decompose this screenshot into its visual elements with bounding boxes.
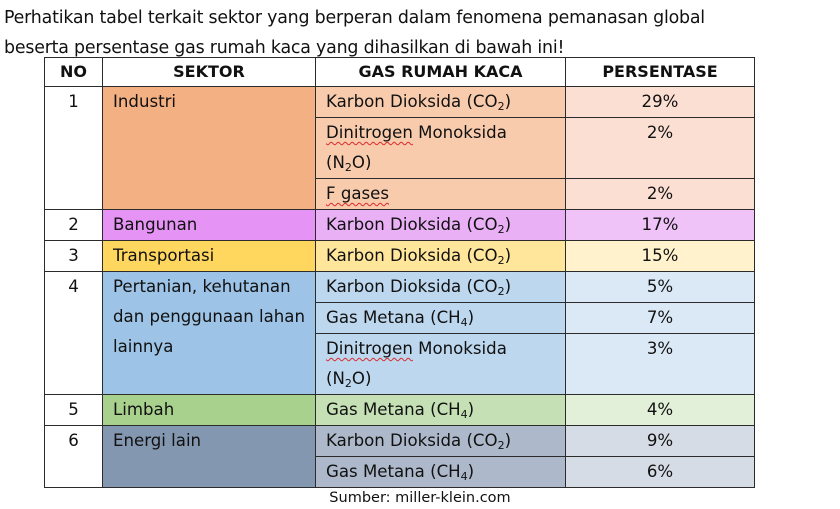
gas-name-tail: O) [351,153,372,172]
gas-subscript: 4 [460,470,468,483]
gas-cell: Karbon Dioksida (CO2) [315,209,566,241]
table-row: 6 Energi lain Karbon Dioksida (CO2) 9% [44,425,755,488]
sector-cell: Energi lain [102,425,316,488]
table-row: 1 Industri Karbon Dioksida (CO2) 29% [44,86,755,210]
gas-cell: Karbon Dioksida (CO2) [315,271,566,303]
gas-name-tail: ) [467,308,475,327]
gas-name: Monoksida (N [326,339,507,388]
gas-cell: Karbon Dioksida (CO2) [315,86,566,118]
percent-cell: 17% [565,209,755,241]
percent-cell: 6% [565,456,755,488]
gas-name-tail: ) [504,215,512,234]
gas-subscript: 2 [497,100,505,113]
gas-cell: Karbon Dioksida (CO2) [315,240,566,272]
percent-cell: 9% [565,425,755,457]
gas-name: Karbon Dioksida (CO [326,215,498,234]
gas-subscript: 4 [460,316,468,329]
intro-line-1: Perhatikan tabel terkait sektor yang ber… [4,8,705,28]
gas-cell: Karbon Dioksida (CO2) [315,425,566,457]
gas-name: Karbon Dioksida (CO [326,431,498,450]
gas-name: Karbon Dioksida (CO [326,92,498,111]
gas-name: Karbon Dioksida (CO [326,246,498,265]
gas-cell: Dinitrogen Monoksida (N2O) [315,333,566,395]
header-gas: GAS RUMAH KACA [315,57,566,87]
percent-cell: 29% [565,86,755,118]
spellcheck-underlined-text: Dinitrogen [326,123,413,142]
gas-cell: Gas Metana (CH4) [315,302,566,334]
table-header-row: NO SEKTOR GAS RUMAH KACA PERSENTASE [44,57,755,87]
percent-cell: 7% [565,302,755,334]
table-row: Dinitrogen Monoksida (N2O) 2% [45,117,755,179]
gas-cell: Dinitrogen Monoksida (N2O) [315,117,566,179]
gas-name-tail: ) [504,431,512,450]
row-number: 2 [44,209,103,241]
intro-text: Perhatikan tabel terkait sektor yang ber… [4,3,838,63]
gas-name: Gas Metana (CH [326,400,461,419]
table-row: Gas Metana (CH4) 6% [45,456,755,488]
table-body: 1 Industri Karbon Dioksida (CO2) 29% Dinitro… [44,86,755,488]
gas-name-tail: ) [504,92,512,111]
sector-cell: Limbah [102,394,316,426]
spellcheck-underlined-text: F gases [326,184,390,203]
percent-cell: 15% [565,240,755,272]
row-number: 4 [44,271,103,395]
row-number: 3 [44,240,103,272]
table-row: Dinitrogen Monoksida (N2O) 3% [45,333,755,395]
sector-cell: Transportasi [102,240,316,272]
gas-name: Gas Metana (CH [326,462,461,481]
percent-cell: 4% [565,394,755,426]
gas-name-tail: ) [467,462,475,481]
table-row: 2 Bangunan Karbon Dioksida (CO2) 17% [44,209,755,241]
table-row: 3 Transportasi Karbon Dioksida (CO2) 15% [44,240,755,272]
row-number: 1 [44,86,103,210]
gas-cell: Gas Metana (CH4) [315,394,566,426]
gas-name-tail: ) [504,277,512,296]
table-row: 4 Pertanian, kehutanan dan penggunaan lah… [44,271,755,395]
gas-subscript: 2 [497,254,505,267]
sector-cell: Industri [102,86,316,210]
gas-name-tail: ) [467,400,475,419]
gas-subscript: 2 [497,285,505,298]
intro-line-2: beserta persentase gas rumah kaca yang d… [4,38,565,58]
gas-cell: F gases [315,178,566,210]
gas-subscript: 4 [460,408,468,421]
table-row: 5 Limbah Gas Metana (CH4) 4% [44,394,755,426]
gas-subscript: 2 [497,223,505,236]
gas-name: Karbon Dioksida (CO [326,277,498,296]
sector-table: NO SEKTOR GAS RUMAH KACA PERSENTASE 1 Ind… [44,57,755,488]
spellcheck-underlined-text: Dinitrogen [326,339,413,358]
header-persentase: PERSENTASE [565,57,755,87]
gas-name-tail: O) [351,369,372,388]
header-no: NO [44,57,103,87]
gas-name: Monoksida (N [326,123,507,172]
header-sektor: SEKTOR [102,57,316,87]
gas-cell: Gas Metana (CH4) [315,456,566,488]
gas-name: Gas Metana (CH [326,308,461,327]
percent-cell: 2% [565,178,755,210]
percent-cell: 2% [565,117,755,179]
percent-cell: 3% [565,333,755,395]
source-note: Sumber: miller-klein.com [329,490,511,506]
row-number: 6 [44,425,103,488]
percent-cell: 5% [565,271,755,303]
sector-cell: Pertanian, kehutanan dan penggunaan laha… [102,271,316,395]
gas-name-tail: ) [504,246,512,265]
sector-cell: Bangunan [102,209,316,241]
row-number: 5 [44,394,103,426]
gas-subscript: 2 [344,377,352,390]
gas-subscript: 2 [344,161,352,174]
gas-subscript: 2 [497,439,505,452]
